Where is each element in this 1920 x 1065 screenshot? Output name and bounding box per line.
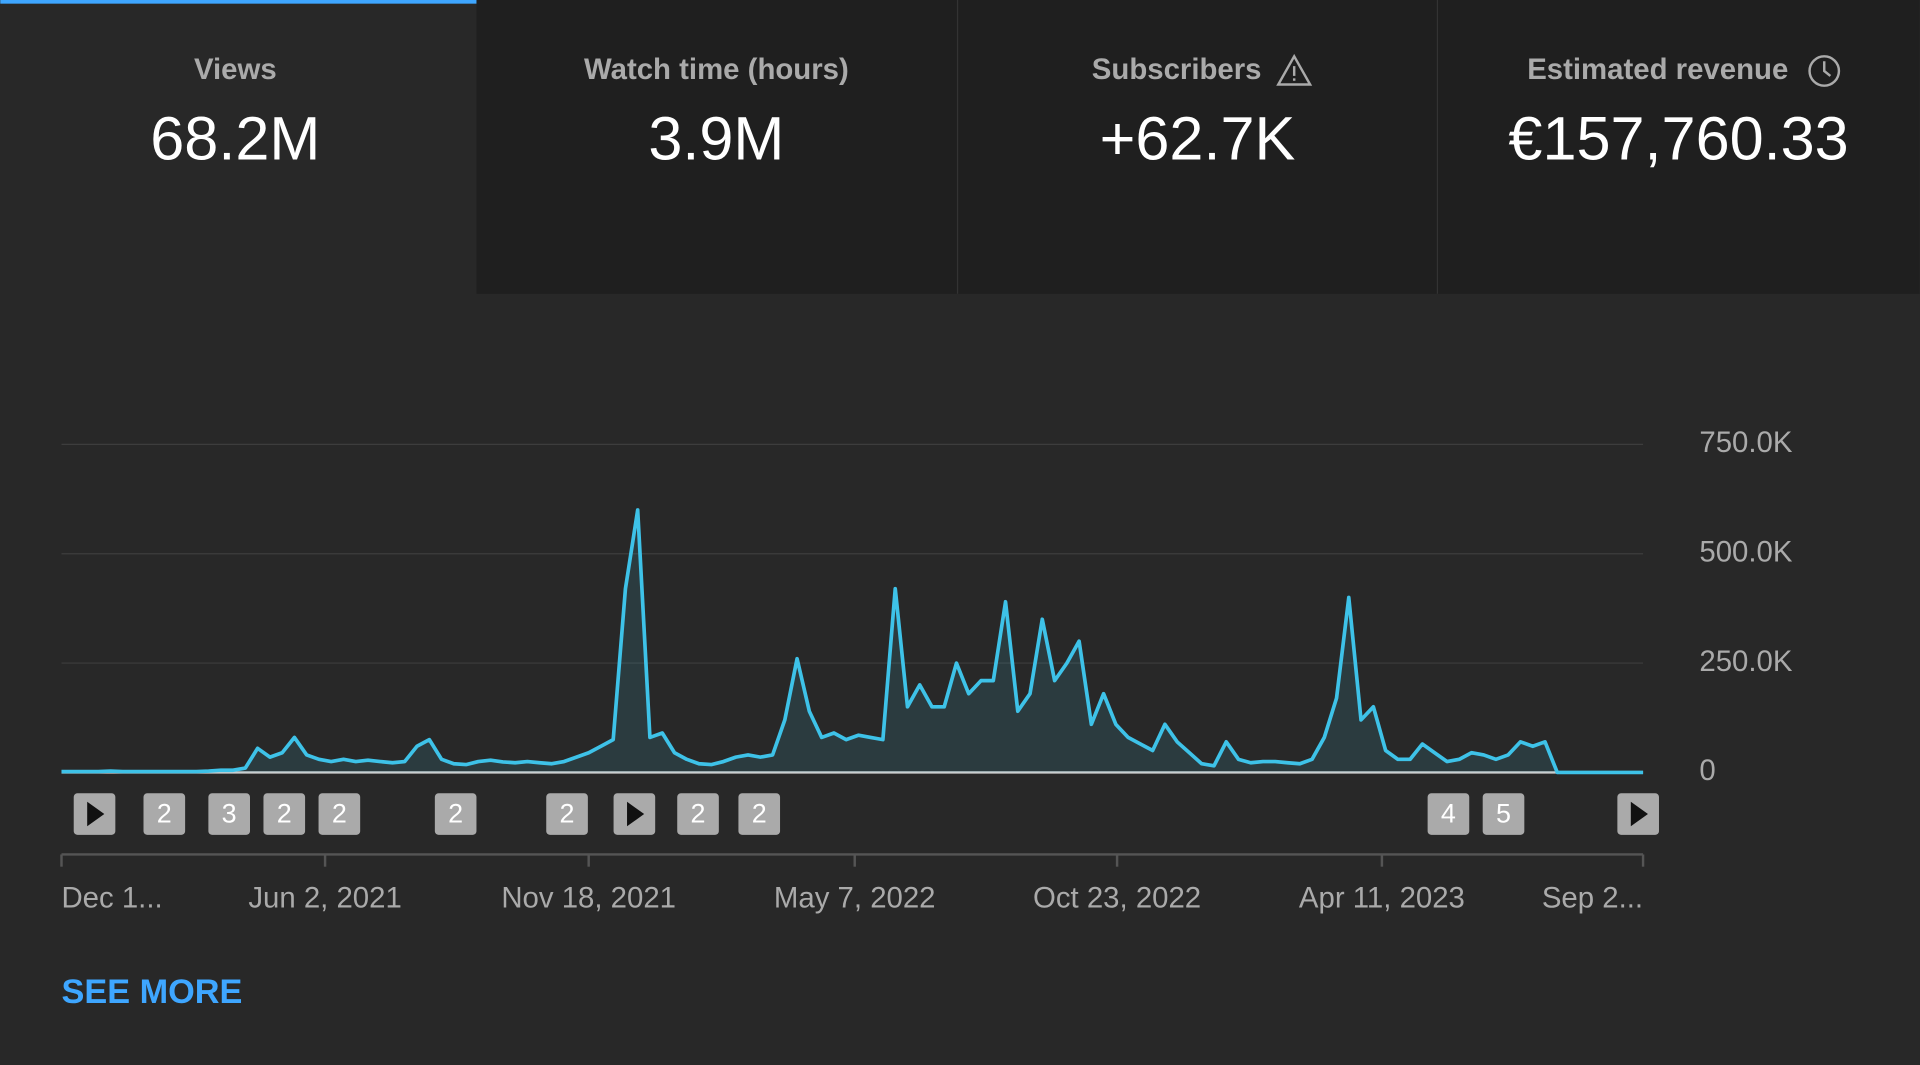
- metric-value: +62.7K: [1100, 104, 1296, 172]
- marker[interactable]: [1482, 793, 1525, 835]
- y-tick-label: 750.0K: [1699, 426, 1792, 459]
- warning-icon: [1276, 53, 1313, 86]
- marker[interactable]: [143, 793, 186, 835]
- marker-count: 2: [277, 798, 292, 828]
- metric-label: Views: [194, 53, 277, 86]
- marker[interactable]: [738, 793, 781, 835]
- marker-count: 4: [1441, 798, 1456, 828]
- marker-count: 2: [691, 798, 706, 828]
- marker-count: 2: [157, 798, 172, 828]
- x-tick-label: Sep 2...: [1542, 882, 1643, 915]
- metric-value: 68.2M: [150, 104, 320, 172]
- x-tick-label: Jun 2, 2021: [248, 882, 401, 915]
- marker[interactable]: [677, 793, 719, 835]
- line: [61, 508, 1644, 775]
- play-icon[interactable]: [613, 793, 656, 835]
- x-tick-label: Apr 11, 2023: [1299, 882, 1465, 915]
- y-tick-label: 500.0K: [1699, 535, 1792, 568]
- x-tick-label: May 7, 2022: [774, 882, 936, 915]
- marker[interactable]: [434, 793, 477, 835]
- marker-count: 2: [448, 798, 463, 828]
- marker-count: 2: [752, 798, 767, 828]
- metric-label: Estimated revenue: [1527, 53, 1788, 86]
- clock-icon: [1808, 55, 1841, 87]
- marker[interactable]: [1427, 793, 1470, 835]
- marker-count: 2: [560, 798, 575, 828]
- marker[interactable]: [546, 793, 588, 835]
- marker[interactable]: [263, 793, 306, 835]
- see-more-link[interactable]: SEE MORE: [61, 973, 242, 1011]
- x-tick-label: Nov 18, 2021: [501, 882, 676, 915]
- metric-label: Watch time (hours): [584, 53, 849, 86]
- play-icon[interactable]: [1617, 793, 1659, 835]
- marker-count: 5: [1496, 798, 1511, 828]
- marker[interactable]: [318, 793, 361, 835]
- marker-count: 2: [332, 798, 347, 828]
- y-tick-label: 250.0K: [1699, 645, 1792, 678]
- marker-count: 3: [222, 798, 237, 828]
- tab-strip: [476, 0, 1920, 294]
- metric-value: €157,760.33: [1508, 104, 1848, 172]
- metric-value: 3.9M: [648, 104, 784, 172]
- selected-indicator: [0, 0, 477, 4]
- play-icon[interactable]: [73, 793, 116, 835]
- x-tick-label: Dec 1...: [61, 882, 162, 915]
- x-tick-label: Oct 23, 2022: [1033, 882, 1201, 915]
- marker[interactable]: [208, 793, 250, 835]
- metric-label: Subscribers: [1092, 53, 1262, 86]
- y-tick-label: 0: [1699, 754, 1715, 787]
